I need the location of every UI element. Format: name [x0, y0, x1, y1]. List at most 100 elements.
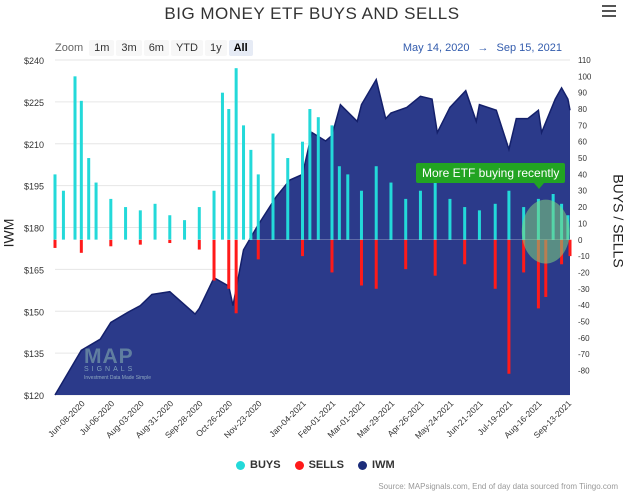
- right-axis-tick: 50: [578, 154, 587, 163]
- left-axis-tick: $210: [24, 140, 44, 150]
- chart-credits: Source: MAPsignals.com, End of day data …: [378, 482, 618, 491]
- buy-bar: [138, 210, 142, 240]
- right-axis-tick: -20: [578, 268, 590, 277]
- buy-bar: [220, 92, 224, 240]
- sell-bar: [197, 239, 201, 250]
- legend: BUYS SELLS IWM: [236, 459, 409, 471]
- buy-bar: [53, 174, 57, 240]
- legend-label-iwm: IWM: [372, 459, 395, 471]
- legend-item-iwm[interactable]: IWM: [358, 459, 395, 471]
- sell-bar: [256, 239, 260, 260]
- annotation-callout: More ETF buying recently: [416, 163, 566, 189]
- right-axis-tick: 70: [578, 121, 587, 130]
- buy-bar: [477, 210, 481, 240]
- map-signals-logo: MAP SIGNALS Investment Data Made Simple: [84, 345, 151, 381]
- sell-bar: [79, 239, 83, 253]
- sell-bar: [109, 239, 113, 247]
- left-axis-tick: $165: [24, 265, 44, 275]
- sell-bar: [536, 239, 540, 309]
- buy-bar: [234, 68, 238, 240]
- right-axis-tick: 10: [578, 219, 587, 228]
- zoom-button-3m[interactable]: 3m: [116, 40, 142, 56]
- legend-item-buys[interactable]: BUYS: [236, 459, 281, 471]
- buy-bar: [300, 141, 304, 240]
- buy-bar: [493, 203, 497, 240]
- zoom-label: Zoom: [55, 42, 84, 54]
- right-axis-tick: -60: [578, 334, 590, 343]
- left-axis-tick: $195: [24, 182, 44, 192]
- highlight-ellipse: [521, 199, 570, 264]
- sell-bar: [300, 239, 304, 257]
- legend-label-sells: SELLS: [308, 459, 345, 471]
- right-axis-tick: -40: [578, 301, 590, 310]
- buy-bar: [418, 190, 422, 240]
- legend-dot-sells: [294, 460, 304, 470]
- zoom-button-ytd[interactable]: YTD: [170, 40, 203, 56]
- right-axis-tick: 110: [578, 56, 591, 65]
- logo-tagline: Investment Data Made Simple: [84, 375, 151, 381]
- sell-bar: [359, 239, 363, 286]
- left-axis-tick: $240: [24, 56, 44, 66]
- buy-bar: [124, 207, 128, 240]
- right-axis-tick: -80: [578, 366, 590, 375]
- sell-bar: [404, 239, 408, 270]
- buy-bar: [256, 174, 260, 240]
- iwm-line: [54, 77, 571, 396]
- right-axis-tick: 30: [578, 187, 587, 196]
- sell-bar: [568, 239, 572, 257]
- buy-bar: [168, 215, 172, 240]
- left-axis-tick: $135: [24, 349, 44, 359]
- buy-bar: [87, 158, 91, 240]
- zoom-button-all[interactable]: All: [228, 40, 253, 56]
- buy-bar: [404, 198, 408, 240]
- zoom-button-1y[interactable]: 1y: [204, 40, 227, 56]
- logo-name: MAP: [84, 345, 134, 368]
- date-range-to[interactable]: Sep 15, 2021: [496, 42, 562, 54]
- buy-bar: [286, 158, 290, 240]
- right-axis-title: BUYS / SELLS: [610, 174, 624, 268]
- buy-bar: [433, 174, 437, 240]
- legend-dot-iwm: [358, 460, 368, 470]
- zoom-button-1m[interactable]: 1m: [89, 40, 115, 56]
- right-axis-tick: 60: [578, 138, 587, 147]
- zoom-button-6m[interactable]: 6m: [143, 40, 169, 56]
- right-axis-tick: 20: [578, 203, 587, 212]
- hamburger-menu-icon[interactable]: [602, 5, 616, 17]
- buy-bar: [197, 207, 201, 240]
- sell-bar: [374, 239, 378, 289]
- buy-bar: [109, 198, 113, 240]
- right-axis-tick: -50: [578, 317, 590, 326]
- sell-bar: [544, 239, 548, 297]
- date-range-from[interactable]: May 14, 2020: [402, 42, 470, 54]
- legend-item-sells[interactable]: SELLS: [294, 459, 345, 471]
- iwm-area: [55, 79, 570, 396]
- left-axis-tick: $225: [24, 98, 44, 108]
- buy-bar: [389, 182, 393, 240]
- date-range-arrow: →: [477, 42, 489, 54]
- buy-bar: [507, 190, 511, 240]
- buy-bar: [337, 166, 341, 240]
- sell-bar: [463, 239, 467, 265]
- right-axis-tick: 40: [578, 170, 587, 179]
- buy-bar: [249, 149, 253, 240]
- logo-sub: SIGNALS: [84, 366, 136, 373]
- buy-bar: [308, 109, 312, 240]
- buy-bar: [227, 109, 231, 240]
- right-axis-tick: 100: [578, 72, 592, 81]
- sell-bar: [168, 239, 172, 244]
- sell-bar: [522, 239, 526, 273]
- left-axis-title: IWM: [0, 218, 17, 248]
- buy-bar: [183, 220, 187, 240]
- buy-bar: [316, 117, 320, 240]
- buy-bar: [346, 174, 350, 240]
- right-axis-tick: 80: [578, 105, 587, 114]
- buy-bar: [94, 182, 98, 240]
- sell-bar: [493, 239, 497, 289]
- buy-bar: [448, 198, 452, 240]
- left-axis-tick: $150: [24, 307, 44, 317]
- zoom-bar: Zoom 1m 3m 6m YTD 1y All: [55, 40, 255, 56]
- sell-bar: [138, 239, 142, 245]
- right-axis-tick: 0: [578, 236, 583, 245]
- buy-bar: [374, 166, 378, 240]
